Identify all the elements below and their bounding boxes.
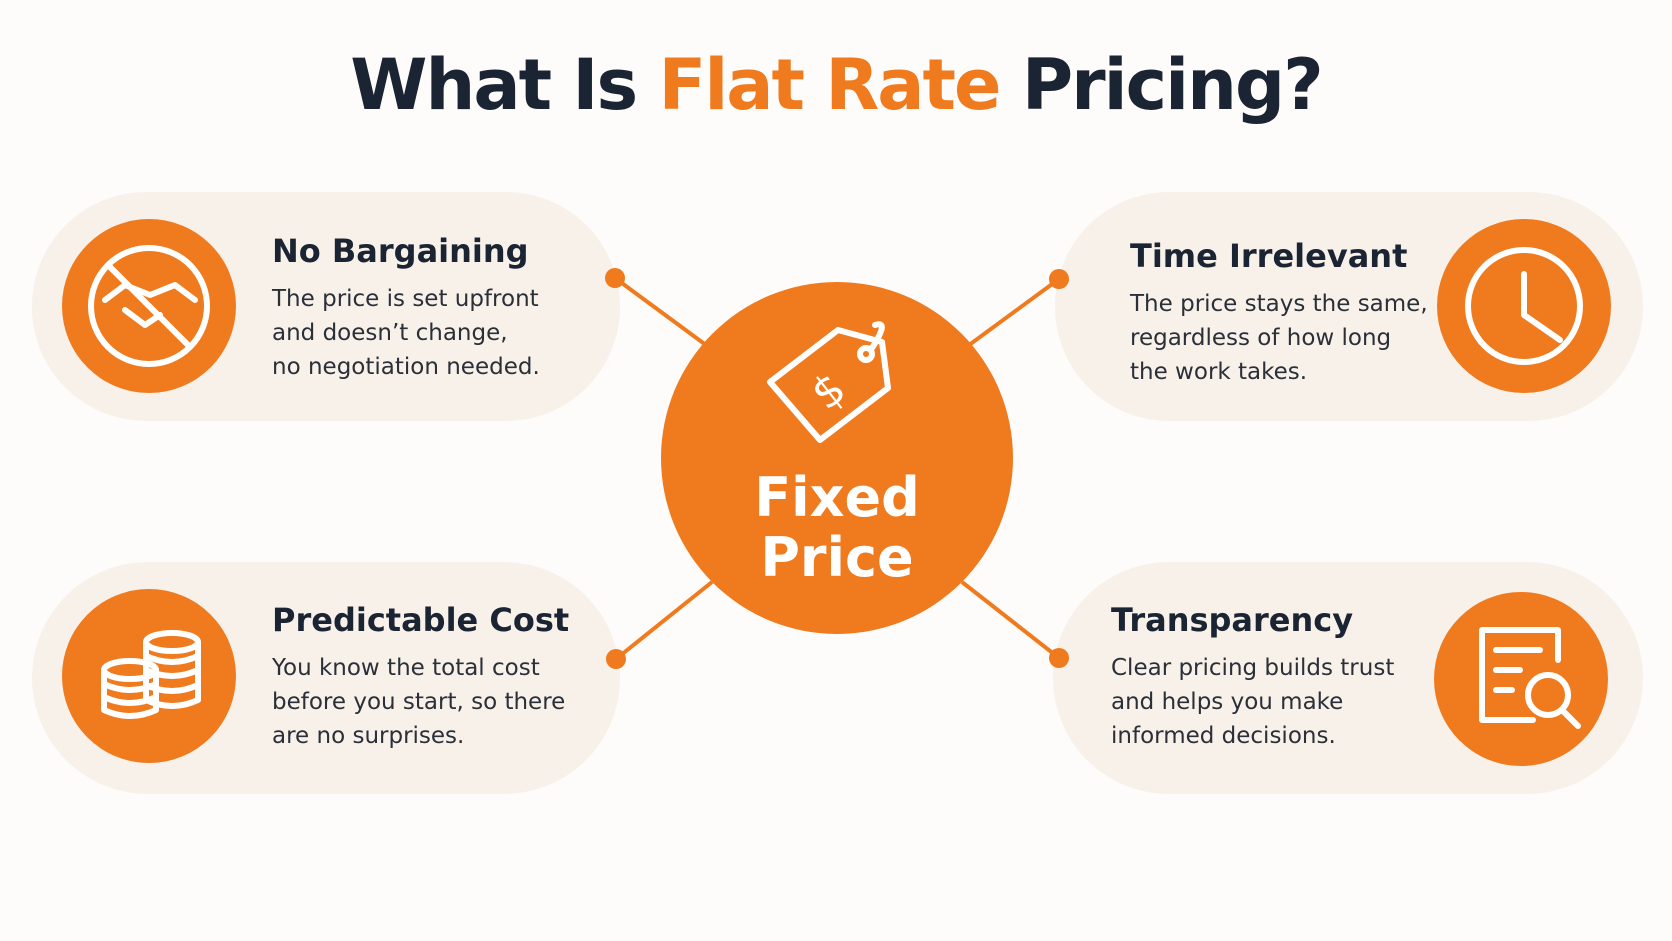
dots: [62, 219, 1611, 766]
center-circle: [661, 282, 1013, 634]
icon-circle: [1434, 592, 1608, 766]
card-title: Time Irrelevant: [1130, 237, 1408, 275]
card-text: The price is set upfront: [272, 286, 539, 312]
clock-icon: [1465, 247, 1583, 365]
card: Transparency Clear pricing builds trust an…: [1111, 601, 1394, 753]
card-title: Transparency: [1111, 601, 1354, 639]
card-text: and doesn’t change,: [272, 320, 508, 346]
dot: [605, 268, 625, 288]
card-text: the work takes.: [1130, 359, 1308, 385]
center-label: Fixed Price: [697, 468, 977, 588]
center-line: Price: [760, 526, 914, 589]
card-text: regardless of how long: [1130, 325, 1392, 351]
card-text: and helps you make: [1111, 689, 1344, 715]
title-part: What Is: [350, 44, 659, 126]
title-highlight: Flat Rate: [658, 44, 1002, 126]
connectors: [613, 276, 1061, 661]
dot: [1049, 269, 1069, 289]
connector: [963, 277, 1061, 350]
center-line: Fixed: [754, 466, 920, 529]
card-text: are no surprises.: [272, 723, 465, 749]
card-title: Predictable Cost: [272, 601, 570, 639]
card: Predictable Cost You know the total cost b…: [272, 601, 569, 753]
card-title: No Bargaining: [272, 232, 529, 270]
connector: [614, 580, 714, 661]
card-text: Clear pricing builds trust: [1111, 655, 1395, 681]
card: Time Irrelevant The price stays the same,…: [1130, 237, 1428, 389]
no-handshake-icon: [88, 245, 210, 367]
title: What Is Flat Rate Pricing?: [0, 44, 1672, 126]
card-text: informed decisions.: [1111, 723, 1336, 749]
dot: [606, 649, 626, 669]
title-part: Pricing?: [999, 44, 1324, 126]
connector: [613, 276, 712, 350]
document-search-icon: [1479, 627, 1581, 729]
coins-icon: [101, 630, 201, 719]
connector: [960, 580, 1061, 660]
card-text: You know the total cost: [272, 655, 540, 681]
card: No Bargaining The price is set upfront and…: [272, 232, 540, 384]
card-text: before you start, so there: [272, 689, 566, 715]
card-text: The price stays the same,: [1130, 291, 1428, 317]
card-text: no negotiation needed.: [272, 354, 540, 380]
dot: [1049, 648, 1069, 668]
icons: $: [88, 245, 1583, 729]
